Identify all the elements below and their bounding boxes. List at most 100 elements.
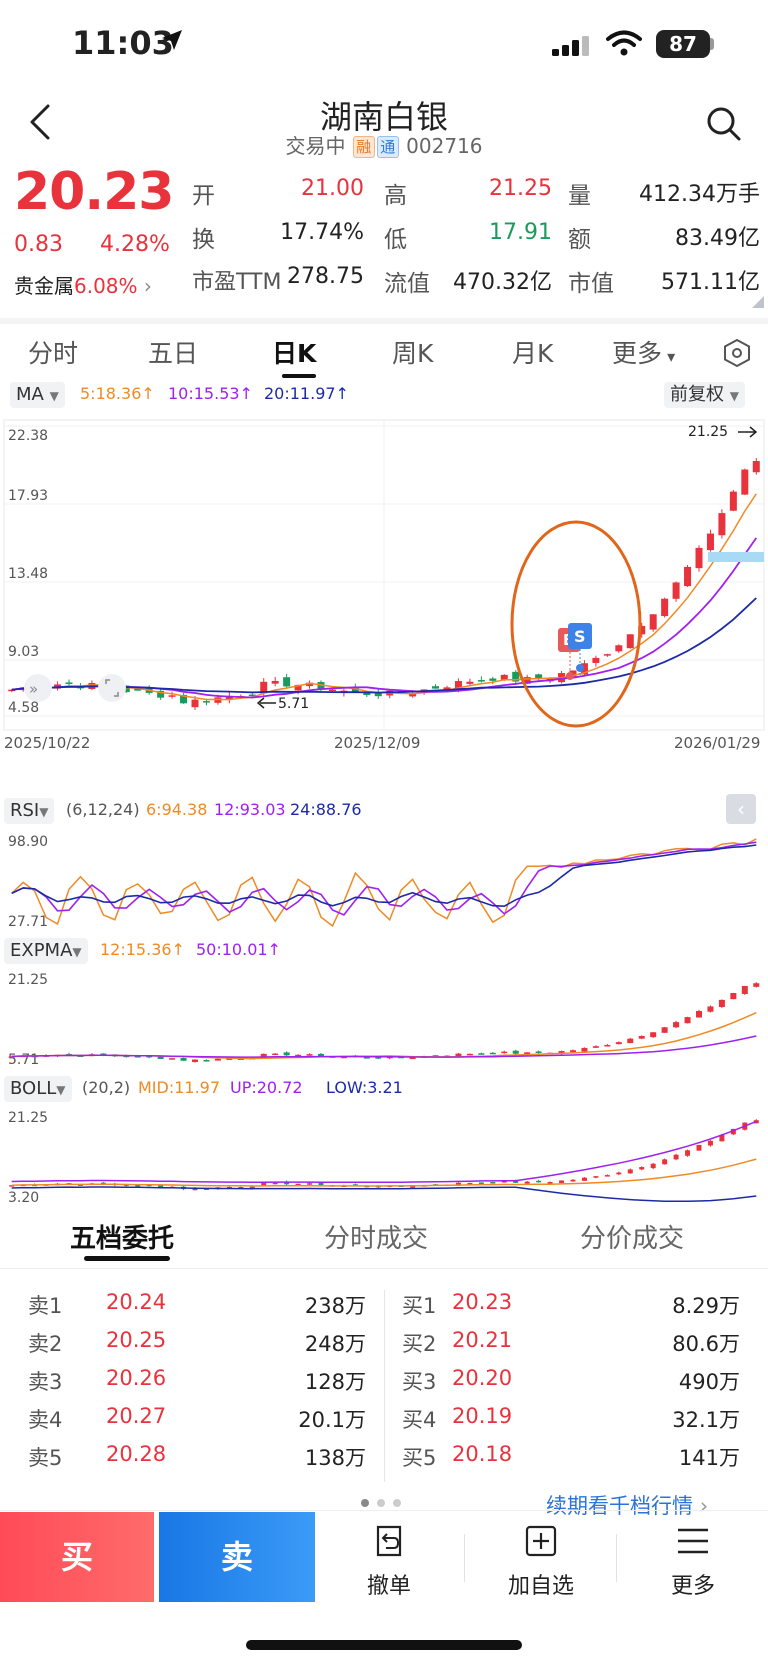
collapse-left-button[interactable] xyxy=(24,674,52,702)
candle-body xyxy=(192,1188,198,1191)
candle-body xyxy=(432,1055,439,1057)
more-menu-button[interactable]: 更多 xyxy=(618,1512,768,1602)
candle-body xyxy=(432,686,440,689)
candle-body xyxy=(363,691,371,696)
ma-selector[interactable]: MA ▼ xyxy=(10,382,65,408)
cancel-order-button[interactable]: 撤单 xyxy=(314,1512,464,1602)
bid-level-label: 买1 xyxy=(402,1294,437,1318)
bid-volume: 490万 xyxy=(678,1370,740,1394)
buy-button[interactable]: 买 xyxy=(0,1512,154,1602)
candle-body xyxy=(695,547,703,569)
bid-price: 20.23 xyxy=(452,1290,513,1314)
candle-body xyxy=(604,1045,611,1047)
candle-body xyxy=(696,1144,702,1151)
candlestick-chart[interactable]: 22.38 17.93 13.48 9.03 4.58 2025/10/22 2025/12… xyxy=(0,418,768,760)
candle-body xyxy=(685,1150,691,1156)
candle-body xyxy=(477,680,485,682)
candle-body xyxy=(672,582,680,599)
candle-body xyxy=(626,634,634,649)
candle-body xyxy=(454,681,462,692)
ask-volume: 238万 xyxy=(304,1294,366,1318)
candle-body xyxy=(707,1140,713,1146)
back-chevron-icon[interactable] xyxy=(28,104,52,140)
quote-label: 低 xyxy=(384,227,407,253)
candle-body xyxy=(729,491,737,511)
indicator-line xyxy=(11,1158,757,1187)
indicator-line xyxy=(11,844,757,908)
candle-body xyxy=(627,1038,634,1044)
chart-grid: 22.38 17.93 13.48 9.03 4.58 2025/10/22 2025/12… xyxy=(4,420,764,752)
candle-body xyxy=(65,682,73,684)
tab-monthly-k[interactable]: 月K xyxy=(512,339,554,368)
quote-value: 412.34万手 xyxy=(639,182,760,207)
candle-body xyxy=(707,1006,714,1012)
candle-body xyxy=(157,1056,164,1059)
expand-corner-icon[interactable] xyxy=(752,296,764,308)
candle-body xyxy=(318,1053,324,1057)
add-watchlist-button[interactable]: 加自选 xyxy=(466,1512,616,1602)
adjust-selector[interactable]: 前复权 ▼ xyxy=(664,382,745,408)
candle-body xyxy=(238,1187,244,1189)
sector-link[interactable]: 贵金属6.08% › xyxy=(14,274,152,298)
candle-body xyxy=(730,993,737,1000)
candle-body xyxy=(592,657,600,663)
low-label: 5.71 xyxy=(278,696,309,712)
candle-body xyxy=(192,1059,198,1062)
quote-label: 额 xyxy=(568,227,591,253)
candle-body xyxy=(77,1184,83,1186)
candle-body xyxy=(696,1011,702,1018)
tab-order-book[interactable]: 五档委托 xyxy=(70,1224,175,1254)
price-change: 0.83 xyxy=(14,232,63,257)
candle-body xyxy=(650,1163,656,1169)
bottom-divider-1 xyxy=(464,1534,465,1582)
tab-daily-k[interactable]: 日K xyxy=(272,339,317,368)
tab-time-trades[interactable]: 分时成交 xyxy=(324,1224,429,1254)
sell-button[interactable]: 卖 xyxy=(159,1512,315,1602)
fullscreen-button[interactable] xyxy=(98,674,126,702)
tab-weekly-k[interactable]: 周K xyxy=(392,339,434,368)
x-axis-label: 2025/10/22 xyxy=(4,734,90,752)
sell-dot xyxy=(576,664,584,672)
candle-body xyxy=(169,1058,176,1060)
candle-body xyxy=(443,687,451,691)
candle-body xyxy=(615,645,623,652)
boll-selector[interactable]: BOLL▼ xyxy=(4,1076,72,1102)
candle-body xyxy=(741,985,748,994)
tab-five-day[interactable]: 五日 xyxy=(148,339,199,368)
candle-body xyxy=(283,1052,290,1056)
ask-level-label: 卖2 xyxy=(28,1332,63,1356)
last-price: 20.23 xyxy=(14,162,174,222)
connect-tag: 通 xyxy=(376,136,399,158)
bid-volume: 80.6万 xyxy=(672,1332,740,1356)
settings-hexagon-icon[interactable] xyxy=(722,338,752,368)
price-change-pct: 4.28% xyxy=(100,232,170,257)
tab-more[interactable]: 更多 ▾ xyxy=(612,339,676,368)
fullscreen-icon[interactable] xyxy=(105,679,119,697)
candle-body xyxy=(363,1057,370,1059)
indicator-line xyxy=(11,1035,757,1058)
expma-lines xyxy=(11,1012,757,1060)
more-levels-link[interactable]: 续期看千档行情 › xyxy=(546,1494,709,1518)
candle-body xyxy=(501,1051,508,1054)
candle-body xyxy=(375,1057,382,1059)
quote-label: 市盈TTM xyxy=(192,270,282,295)
rsi-selector[interactable]: RSI▼ xyxy=(4,798,55,824)
candle-body xyxy=(547,1181,553,1184)
search-icon[interactable] xyxy=(706,106,742,142)
battery-tip xyxy=(710,38,714,50)
double-chevron-icon[interactable]: » xyxy=(29,680,38,698)
side-panel-toggle-icon[interactable]: ‹ xyxy=(726,794,756,824)
ask-volume: 138万 xyxy=(304,1446,366,1470)
candle-body xyxy=(592,1046,599,1048)
quote-label: 量 xyxy=(568,183,591,209)
rsi-params: (6,12,24) xyxy=(66,800,140,819)
tab-intraday[interactable]: 分时 xyxy=(28,339,79,368)
candle-body xyxy=(570,1179,576,1182)
expma-selector[interactable]: EXPMA▼ xyxy=(4,938,88,964)
candle-body xyxy=(752,461,760,473)
candle-body xyxy=(307,1183,313,1185)
tab-price-trades[interactable]: 分价成交 xyxy=(580,1224,685,1254)
expma-y-bottom: 5.71 xyxy=(8,1052,39,1068)
boll-mid: MID:11.97 xyxy=(138,1078,221,1097)
y-axis-label: 13.48 xyxy=(8,566,48,582)
